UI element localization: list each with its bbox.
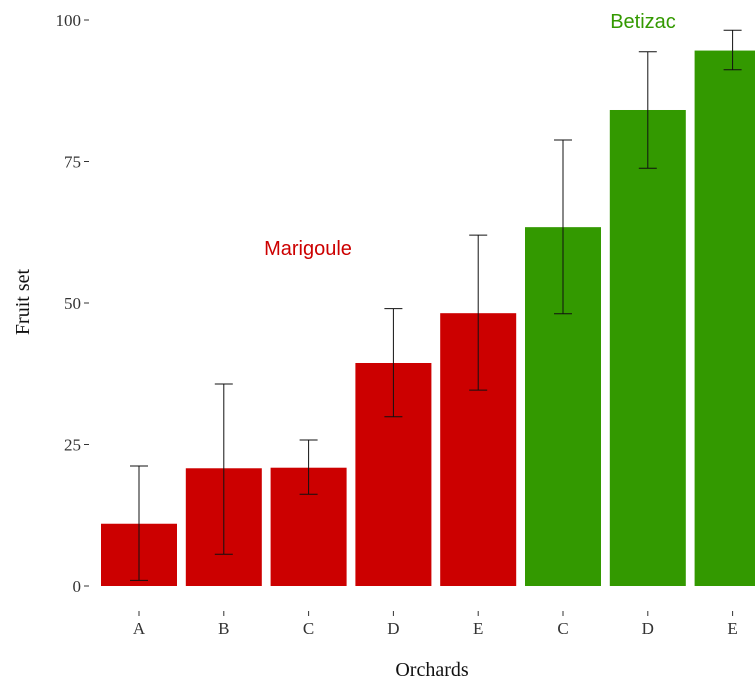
bar-d-6 (609, 109, 686, 586)
y-tick-label-3: 75 (64, 153, 81, 172)
group-label-betizac: Betizac (610, 11, 676, 33)
y-axis-title: Fruit set (12, 269, 34, 336)
x-tick-label-4: E (473, 619, 483, 638)
x-tick-label-0: A (133, 619, 146, 638)
y-tick-label-0: 0 (73, 577, 82, 596)
bar-e-7 (694, 50, 755, 586)
y-tick-label-2: 50 (64, 294, 81, 313)
x-tick-label-3: D (387, 619, 399, 638)
y-axis: 0 25 50 75 100 (56, 11, 89, 596)
error-bar-1 (214, 383, 233, 555)
error-bars (130, 29, 742, 581)
x-tick-label-5: C (557, 619, 568, 638)
y-tick-label-4: 100 (56, 11, 82, 30)
x-tick-label-1: B (218, 619, 229, 638)
x-tick-label-6: D (642, 619, 654, 638)
x-tick-label-2: C (303, 619, 314, 638)
error-bar-0 (130, 465, 148, 581)
error-bar-6 (638, 51, 657, 169)
error-bar-4 (469, 234, 488, 391)
bars (101, 50, 755, 586)
error-bar-7 (723, 29, 742, 71)
x-tick-label-7: E (727, 619, 737, 638)
group-label-marigoule: Marigoule (264, 238, 352, 260)
error-bar-5 (554, 139, 572, 315)
error-bar-2 (299, 439, 318, 495)
x-axis-title: Orchards (395, 659, 469, 678)
y-tick-label-1: 25 (64, 436, 81, 455)
error-bar-3 (384, 308, 403, 418)
